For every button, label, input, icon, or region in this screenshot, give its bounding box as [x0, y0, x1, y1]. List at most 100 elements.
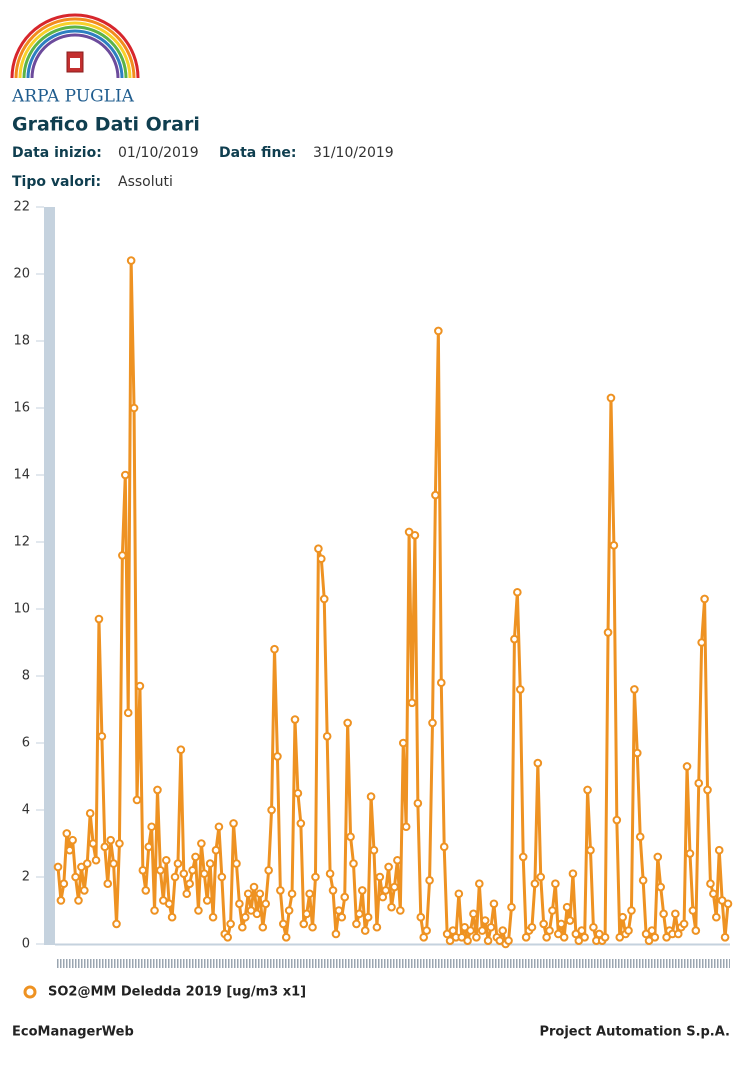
- point: [349, 859, 358, 868]
- point: [706, 879, 715, 889]
- point: [331, 929, 341, 939]
- point: [431, 490, 440, 500]
- plot: 0 2 4 6 8 10 12 14 16 18 20 22: [13, 200, 733, 952]
- point: [74, 896, 83, 905]
- y-axis-bar: [44, 207, 55, 945]
- point: [199, 869, 209, 878]
- point: [305, 889, 314, 899]
- point: [302, 909, 311, 919]
- legend-marker: [23, 985, 37, 999]
- point: [299, 919, 309, 929]
- point: [109, 859, 118, 868]
- point: [276, 886, 285, 895]
- point: [65, 845, 75, 855]
- point: [700, 594, 709, 604]
- point: [477, 926, 487, 935]
- point: [565, 916, 575, 925]
- point: [542, 933, 551, 942]
- point: [261, 899, 271, 909]
- series-line: [56, 259, 730, 946]
- point: [138, 866, 148, 875]
- point: [80, 886, 89, 895]
- point: [343, 718, 352, 728]
- y-tick-label: 14: [13, 468, 30, 483]
- info-label: Data fine:: [219, 145, 297, 161]
- point: [94, 614, 104, 624]
- point: [518, 852, 528, 862]
- point: [709, 889, 718, 899]
- info-value: 31/10/2019: [313, 145, 394, 161]
- point: [577, 926, 587, 935]
- point: [694, 778, 704, 788]
- point: [688, 906, 698, 915]
- point: [334, 906, 344, 915]
- title: Grafico Dati Orari: [12, 114, 200, 136]
- point: [583, 785, 592, 795]
- info-value: 01/10/2019: [118, 145, 199, 161]
- point: [454, 889, 464, 899]
- point: [548, 906, 557, 915]
- point: [671, 909, 680, 919]
- point: [390, 882, 399, 892]
- point: [132, 795, 142, 805]
- footer-right: Project Automation S.p.A.: [539, 1025, 730, 1040]
- legend-label: SO2@MM Deledda 2019 [ug/m3 x1]: [48, 985, 306, 1000]
- point: [232, 859, 241, 868]
- point: [627, 906, 636, 915]
- y-tick-label: 6: [22, 736, 30, 751]
- y-tick-label: 8: [22, 669, 30, 684]
- point: [156, 866, 165, 875]
- point: [273, 752, 282, 761]
- point: [129, 403, 139, 413]
- point: [387, 902, 396, 912]
- point: [135, 681, 145, 691]
- point: [472, 933, 481, 942]
- y-tick-label: 4: [22, 803, 30, 818]
- point: [97, 732, 107, 741]
- point: [115, 839, 124, 848]
- point: [635, 832, 645, 842]
- point: [586, 845, 595, 855]
- point: [378, 892, 388, 902]
- point: [238, 922, 247, 932]
- point: [144, 842, 153, 852]
- point: [600, 933, 610, 942]
- point: [194, 906, 203, 915]
- point: [91, 855, 101, 865]
- point: [463, 936, 472, 945]
- point: [112, 919, 121, 929]
- point: [249, 882, 259, 892]
- point: [106, 835, 115, 845]
- point: [439, 842, 449, 852]
- point: [337, 912, 347, 922]
- info-label: Tipo valori:: [12, 174, 101, 190]
- point: [545, 926, 554, 935]
- point: [398, 738, 408, 748]
- point: [211, 845, 221, 855]
- point: [287, 889, 297, 899]
- point: [711, 912, 721, 922]
- point: [59, 879, 69, 889]
- point: [703, 785, 712, 795]
- point: [372, 922, 382, 932]
- point: [270, 644, 279, 654]
- point: [366, 792, 376, 801]
- y-tick-label: 10: [13, 602, 30, 617]
- point: [536, 872, 546, 882]
- point: [226, 919, 235, 929]
- point: [88, 839, 98, 848]
- point: [559, 933, 569, 942]
- point: [153, 785, 162, 795]
- point: [504, 936, 513, 945]
- point: [618, 912, 627, 922]
- point: [235, 899, 244, 909]
- y-tick-label: 12: [13, 535, 30, 550]
- point: [252, 909, 262, 919]
- point: [188, 866, 197, 875]
- y-tick-label: 22: [13, 200, 30, 215]
- point: [419, 933, 429, 942]
- point: [62, 829, 72, 838]
- point: [229, 819, 238, 828]
- point: [530, 879, 540, 889]
- point: [384, 862, 393, 872]
